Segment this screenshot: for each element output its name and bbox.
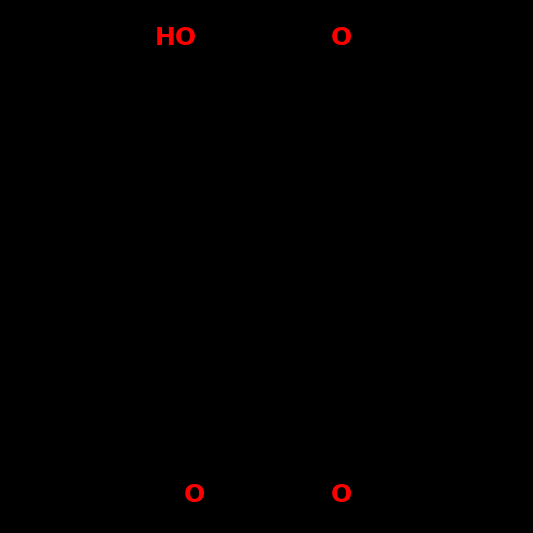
Text: O: O xyxy=(330,26,352,51)
Text: O: O xyxy=(330,482,352,507)
Text: HO: HO xyxy=(155,26,197,51)
Text: O: O xyxy=(184,482,205,507)
